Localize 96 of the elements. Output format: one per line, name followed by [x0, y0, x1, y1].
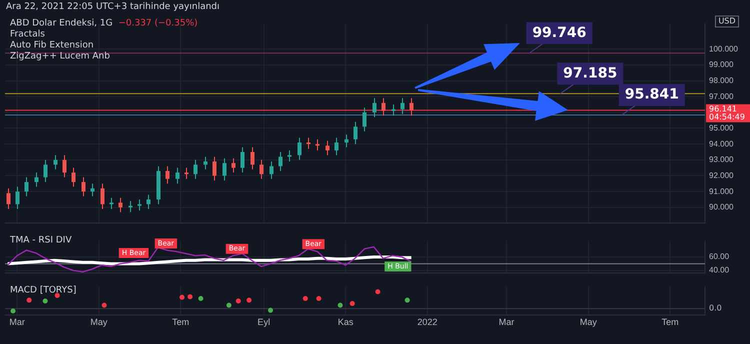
y-tick-label: 99.000	[709, 60, 734, 70]
annotation: 95.841	[624, 86, 679, 103]
y-tick-label: 90.000	[709, 202, 734, 212]
y-tick-label: 40.00	[709, 266, 730, 275]
candlestick	[6, 188, 10, 210]
chart-title: TMA - RSI DIV	[9, 235, 72, 246]
candlestick	[260, 159, 264, 180]
candlestick	[34, 172, 38, 188]
x-tick-label: Tem	[662, 317, 679, 328]
candlestick	[306, 137, 310, 150]
point	[404, 298, 410, 303]
candlestick	[176, 167, 180, 184]
candlestick	[354, 121, 358, 145]
y-tick-label: 97.000	[709, 92, 734, 101]
candlestick	[212, 156, 216, 181]
y-tick-label: 92.000	[709, 170, 734, 180]
candlestick	[72, 167, 76, 188]
candlestick	[100, 183, 104, 210]
ref-line-label: 96.141	[709, 104, 737, 114]
candlestick	[90, 183, 94, 197]
x-tick-label: 2022	[417, 317, 438, 328]
candlestick	[110, 197, 114, 210]
annotation: 99.746	[532, 24, 586, 41]
candlestick	[334, 137, 338, 156]
candlestick	[194, 159, 198, 180]
candlestick	[288, 150, 292, 162]
chart-title: ABD Dolar Endeksi, 1G	[10, 18, 113, 28]
x-tick-label: Mar	[498, 317, 514, 328]
point	[338, 302, 343, 308]
candlestick	[400, 98, 404, 115]
candlestick	[118, 197, 122, 213]
point	[198, 296, 204, 301]
annotation: Auto Fib Extension	[10, 40, 94, 50]
y-tick-label: 94.000	[709, 139, 734, 148]
candlestick	[204, 156, 208, 170]
chart-subtitle: −0.337 (−0.35%)	[118, 18, 198, 28]
x-tick-label: Mar	[9, 317, 25, 328]
text: 04:54:49	[709, 112, 745, 122]
point	[236, 298, 241, 304]
candlestick	[166, 166, 170, 184]
y-tick-label: 98.000	[709, 76, 734, 85]
candlestick	[146, 194, 150, 210]
point	[316, 296, 322, 301]
x-tick-label: Tem	[172, 317, 190, 328]
candlestick	[232, 158, 236, 174]
point	[102, 302, 107, 308]
x-tick-label: Kas	[338, 317, 354, 328]
candlestick	[316, 138, 320, 151]
point	[10, 308, 16, 314]
point	[180, 294, 185, 300]
x-tick-label: May	[580, 317, 598, 328]
annotation: ZigZag++ Lucem Anb	[10, 51, 110, 62]
candlestick	[24, 176, 28, 197]
candlestick	[344, 134, 348, 148]
annotation: 97.185	[563, 65, 618, 82]
candlestick	[382, 98, 386, 116]
x-tick-label: May	[90, 317, 108, 328]
candlestick	[184, 167, 188, 180]
point	[375, 289, 380, 294]
point	[302, 296, 308, 301]
candlestick	[82, 176, 86, 197]
candlestick	[240, 146, 244, 174]
annotation: Fractals	[10, 29, 46, 40]
text: 0.0	[709, 304, 722, 313]
point	[188, 294, 193, 300]
candlestick	[278, 151, 282, 172]
candlestick	[138, 198, 142, 212]
y-tick-label: 100.000	[709, 44, 738, 54]
candlestick	[298, 137, 302, 160]
candlestick	[222, 158, 226, 181]
candlestick	[410, 98, 414, 116]
point	[268, 308, 274, 313]
y-tick-label: 95.000	[709, 123, 734, 132]
candlestick	[362, 107, 366, 132]
point	[26, 298, 32, 303]
point	[42, 298, 48, 304]
y-tick-label: 91.000	[709, 186, 734, 196]
chart-title: MACD [TORYS]	[10, 285, 76, 296]
x-tick-label: Eyl	[258, 317, 270, 328]
text: Ara 22, 2021 22:05 UTC+3 tarihinde yayınlandı	[6, 2, 220, 12]
candlestick	[44, 159, 48, 183]
point	[350, 301, 355, 306]
candlestick	[372, 98, 376, 118]
y-tick-label: 60.00	[709, 252, 730, 262]
candlestick	[392, 104, 396, 116]
y-tick-label: 93.000	[709, 155, 734, 164]
point	[246, 298, 252, 303]
candlestick	[250, 146, 254, 170]
candlestick	[128, 200, 132, 213]
point	[226, 302, 232, 308]
candlestick	[16, 186, 20, 210]
candlestick	[270, 160, 274, 180]
candlestick	[326, 140, 330, 156]
y-axis-title: USD	[718, 16, 736, 26]
candlestick	[62, 154, 66, 178]
candlestick	[54, 154, 58, 170]
